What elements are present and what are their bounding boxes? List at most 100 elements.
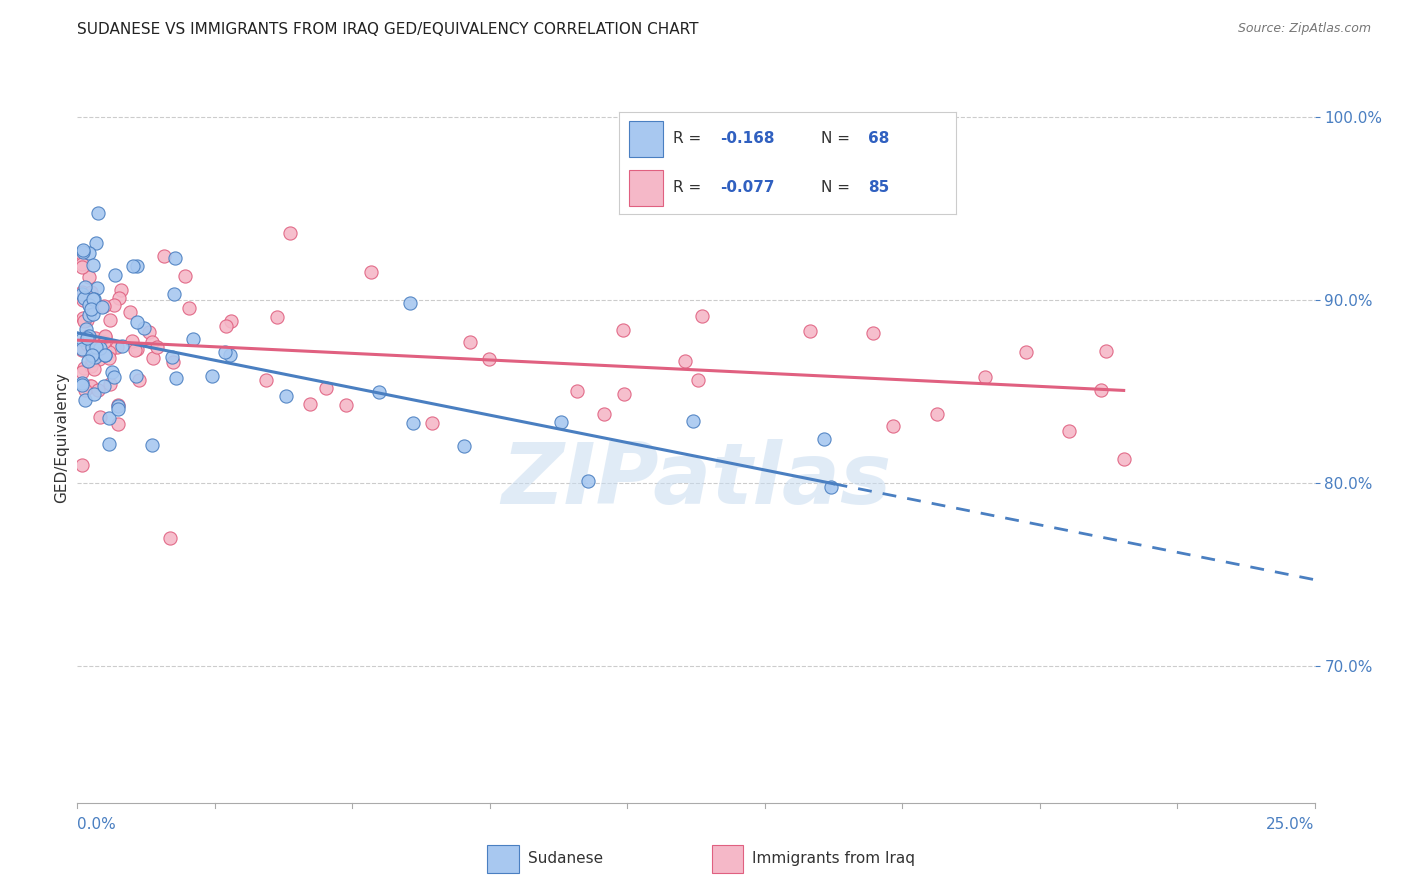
Point [94, 330, 117, 344]
Point [335, 398, 357, 412]
Point [360, 265, 382, 279]
Point [593, 407, 616, 421]
Point [125, 315, 148, 329]
Point [420, 416, 443, 430]
Point [86, 236, 108, 251]
Point [94, 348, 117, 362]
Point [93, 348, 115, 362]
Point [214, 345, 236, 359]
Point [73, 360, 96, 375]
Point [72, 244, 94, 259]
Point [72, 286, 94, 301]
Text: -0.168: -0.168 [720, 130, 775, 145]
Point [80, 378, 103, 392]
Point [141, 438, 163, 452]
Point [72, 293, 94, 308]
Point [368, 384, 391, 399]
Point [76, 329, 98, 343]
Point [83, 361, 105, 376]
Point [219, 313, 242, 327]
Point [179, 301, 201, 315]
Point [799, 324, 821, 338]
Point [94, 329, 117, 343]
Point [686, 373, 709, 387]
Point [79, 301, 101, 316]
Point [72, 458, 94, 472]
Point [612, 387, 634, 401]
Point [93, 378, 115, 392]
Point [77, 354, 100, 368]
Point [97, 411, 120, 425]
Point [77, 308, 100, 322]
Point [121, 334, 143, 348]
Point [974, 369, 997, 384]
Point [76, 333, 98, 347]
Point [399, 296, 422, 310]
Point [567, 384, 589, 398]
Point [862, 326, 884, 340]
Point [100, 313, 122, 327]
Point [141, 334, 163, 349]
Point [100, 365, 122, 379]
Text: SUDANESE VS IMMIGRANTS FROM IRAQ GED/EQUIVALENCY CORRELATION CHART: SUDANESE VS IMMIGRANTS FROM IRAQ GED/EQU… [77, 22, 699, 37]
Text: N =: N = [821, 130, 851, 145]
Point [690, 310, 713, 324]
Point [98, 351, 121, 365]
Point [125, 259, 148, 273]
Text: ZIPatlas: ZIPatlas [501, 440, 891, 523]
Point [72, 260, 94, 275]
Point [576, 474, 599, 488]
Point [80, 353, 103, 368]
Text: R =: R = [672, 180, 700, 195]
Point [453, 439, 475, 453]
Point [201, 368, 224, 383]
Point [266, 310, 288, 324]
Point [72, 365, 94, 379]
Point [75, 392, 97, 407]
Point [72, 247, 94, 261]
Point [1057, 424, 1080, 438]
Y-axis label: GED/Equivalency: GED/Equivalency [53, 372, 69, 502]
Point [82, 258, 104, 272]
Point [315, 381, 337, 395]
Point [83, 293, 105, 307]
Point [105, 340, 128, 354]
Point [89, 341, 111, 355]
Point [682, 414, 704, 428]
Point [91, 300, 114, 314]
Point [103, 298, 125, 312]
Point [107, 291, 129, 305]
Point [299, 397, 322, 411]
FancyBboxPatch shape [711, 845, 744, 872]
Point [82, 292, 104, 306]
Point [111, 339, 134, 353]
Point [1090, 383, 1112, 397]
Point [125, 342, 148, 356]
Point [82, 351, 104, 366]
Point [160, 350, 183, 364]
Point [83, 351, 105, 365]
Point [181, 333, 204, 347]
FancyBboxPatch shape [628, 120, 662, 157]
Point [80, 349, 103, 363]
Point [72, 310, 94, 325]
Point [76, 337, 98, 351]
Point [882, 418, 904, 433]
Point [72, 285, 94, 299]
Point [118, 305, 141, 319]
Point [72, 332, 94, 346]
Text: 25.0%: 25.0% [1267, 817, 1315, 832]
Point [77, 246, 100, 260]
Point [165, 251, 187, 265]
Point [77, 270, 100, 285]
Point [86, 281, 108, 295]
Point [72, 343, 94, 357]
Point [138, 325, 160, 339]
Text: 0.0%: 0.0% [77, 817, 117, 832]
Point [82, 341, 104, 355]
Point [82, 348, 104, 362]
Point [107, 399, 129, 413]
Point [98, 437, 121, 451]
Text: R =: R = [672, 130, 700, 145]
Point [93, 335, 115, 350]
